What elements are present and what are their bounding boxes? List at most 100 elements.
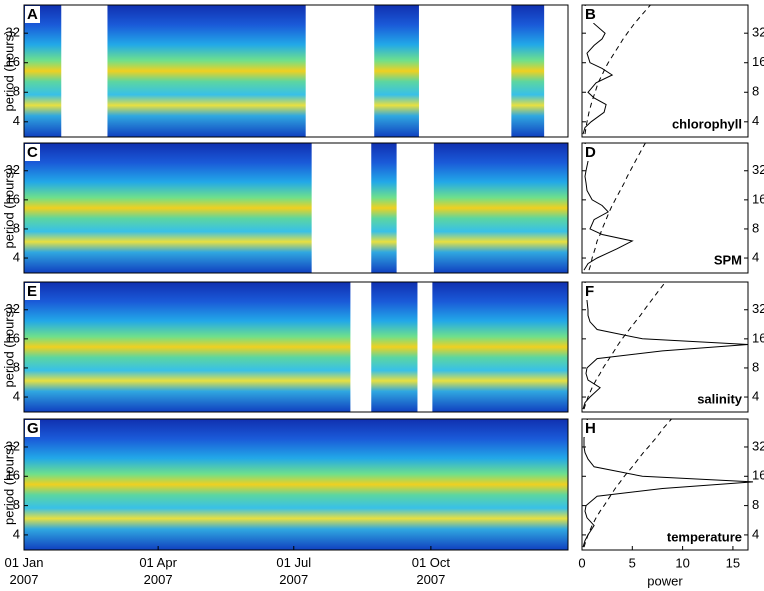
y-axis-label: period (hours) bbox=[1, 307, 16, 388]
y-tick-label: 16 bbox=[752, 330, 764, 345]
y-tick-label: 4 bbox=[752, 249, 759, 264]
data-gap bbox=[350, 282, 372, 412]
panel-letter-box bbox=[25, 6, 40, 23]
y-tick-label: 4 bbox=[752, 526, 759, 541]
y-tick-label: 8 bbox=[752, 220, 759, 235]
significance-line bbox=[583, 418, 672, 548]
panel-frame bbox=[23, 281, 569, 413]
panel-letter-box bbox=[25, 420, 40, 437]
y-tick-label: 16 bbox=[6, 191, 20, 206]
power-line bbox=[582, 418, 754, 548]
data-gap bbox=[311, 143, 372, 273]
panel-frame bbox=[581, 142, 749, 274]
y-axis-label: period (hours) bbox=[1, 168, 16, 249]
panel-letter: B bbox=[585, 6, 596, 23]
power-line bbox=[582, 4, 614, 135]
y-tick-label: 32 bbox=[752, 25, 764, 40]
y-tick-label: 32 bbox=[752, 438, 764, 453]
y-tick-label: 8 bbox=[13, 220, 20, 235]
plot-area bbox=[582, 143, 748, 273]
y-tick-label: 4 bbox=[752, 113, 759, 128]
x-tick-label-line: 01 Jan bbox=[4, 555, 43, 570]
x-tick-label: 0 bbox=[578, 555, 585, 570]
x-tick-label-line: 2007 bbox=[416, 572, 445, 587]
power-line bbox=[583, 142, 634, 271]
panel-annotation: chlorophyll bbox=[672, 116, 742, 131]
spectrum bbox=[24, 282, 568, 412]
x-tick-label: 15 bbox=[726, 555, 740, 570]
significance-line bbox=[588, 142, 646, 271]
y-tick-label: 4 bbox=[13, 526, 20, 541]
y-tick-label: 16 bbox=[752, 191, 764, 206]
y-tick-label: 16 bbox=[6, 330, 20, 345]
x-tick-label: 01 Jan 2007 bbox=[4, 555, 43, 587]
y-tick-label: 8 bbox=[752, 497, 759, 512]
x-tick-label-line: 2007 bbox=[144, 572, 173, 587]
y-axis-label: period (hours) bbox=[1, 444, 16, 525]
panel-frame bbox=[581, 281, 749, 413]
plot-area bbox=[582, 5, 748, 137]
spectrum bbox=[24, 143, 568, 273]
x-tick-label-line: 01 Apr bbox=[139, 555, 177, 570]
x-tick-label: 10 bbox=[675, 555, 689, 570]
y-tick-label: 16 bbox=[752, 468, 764, 483]
y-tick-label: 8 bbox=[13, 497, 20, 512]
x-tick-label-line: 01 Jul bbox=[276, 555, 311, 570]
x-tick-label: 5 bbox=[629, 555, 636, 570]
data-gap bbox=[396, 143, 434, 273]
panel-letter-box bbox=[25, 144, 40, 161]
panel-letter-box bbox=[583, 420, 598, 437]
y-tick-label: 8 bbox=[13, 84, 20, 99]
panel-letter-box bbox=[583, 6, 598, 23]
y-tick-label: 4 bbox=[13, 113, 20, 128]
data-gap bbox=[544, 5, 568, 137]
panel-frame bbox=[23, 142, 569, 274]
panel-annotation: SPM bbox=[714, 252, 742, 267]
x-tick-label-line: 2007 bbox=[279, 572, 308, 587]
panel-annotation: temperature bbox=[667, 529, 742, 544]
y-tick-label: 32 bbox=[752, 162, 764, 177]
data-gap bbox=[305, 5, 375, 137]
y-tick-label: 16 bbox=[6, 468, 20, 483]
x-tick-label: 01 Apr 2007 bbox=[139, 555, 177, 587]
x-tick-label: 01 Oct 2007 bbox=[412, 555, 451, 587]
data-gap bbox=[61, 5, 108, 137]
power-line bbox=[582, 281, 749, 410]
panel-letter: G bbox=[27, 420, 39, 437]
y-tick-label: 8 bbox=[13, 359, 20, 374]
data-gap bbox=[418, 5, 512, 137]
y-tick-label: 32 bbox=[6, 25, 20, 40]
y-tick-label: 16 bbox=[752, 54, 764, 69]
panel-frame bbox=[581, 418, 749, 551]
panel-frame bbox=[23, 4, 569, 138]
significance-line bbox=[583, 281, 666, 410]
panel-frame bbox=[581, 4, 749, 138]
y-tick-label: 8 bbox=[752, 84, 759, 99]
y-tick-label: 32 bbox=[6, 162, 20, 177]
panel-letter: A bbox=[27, 6, 38, 23]
y-tick-label: 32 bbox=[752, 301, 764, 316]
y-tick-label: 4 bbox=[13, 249, 20, 264]
y-tick-label: 32 bbox=[6, 301, 20, 316]
y-tick-label: 16 bbox=[6, 54, 20, 69]
x-tick-label-line: 01 Oct bbox=[412, 555, 451, 570]
panel-letter-box bbox=[25, 283, 40, 300]
y-tick-label: 32 bbox=[6, 438, 20, 453]
panel-letter: E bbox=[27, 283, 37, 300]
panel-frame bbox=[23, 418, 569, 551]
panel-letter: H bbox=[585, 420, 596, 437]
panel-letter: F bbox=[585, 283, 594, 300]
panel-letter: D bbox=[585, 144, 596, 161]
panel-letter-box bbox=[583, 283, 598, 300]
y-tick-label: 8 bbox=[752, 359, 759, 374]
panel-annotation: salinity bbox=[697, 391, 743, 406]
significance-line bbox=[584, 4, 651, 135]
panel-letter-box bbox=[583, 144, 598, 161]
x-axis-label: power bbox=[647, 573, 683, 588]
y-tick-label: 4 bbox=[13, 388, 20, 403]
y-axis-label: period (hours) bbox=[1, 31, 16, 112]
spectrum bbox=[24, 419, 568, 550]
x-tick-label: 01 Jul 2007 bbox=[276, 555, 311, 587]
x-tick-label-line: 2007 bbox=[10, 572, 39, 587]
